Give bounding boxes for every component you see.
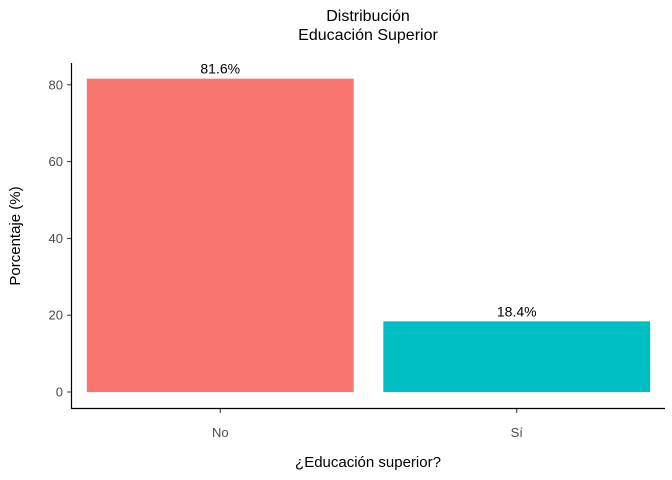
bars-group [86,78,651,393]
y-tick-label: 0 [56,385,63,400]
chart-title-line-1: Distribución [326,8,410,25]
data-labels-group: 81.6% 18.4% [200,61,536,320]
chart-title-line-2: Educación Superior [298,27,438,44]
y-tick-label: 60 [49,154,63,169]
bar-no [86,78,354,393]
y-tick-label: 20 [49,308,63,323]
data-label-no: 81.6% [200,61,240,77]
y-tick-label: 40 [49,231,63,246]
x-axis-label: ¿Educación superior? [295,454,441,471]
y-axis-ticks: 0 20 40 60 80 [49,77,71,400]
bar-si [383,321,651,392]
x-tick-label: Sí [511,425,524,440]
x-axis-ticks: No Sí [212,409,523,440]
x-tick-label: No [212,425,229,440]
y-tick-label: 80 [49,77,63,92]
y-axis-label: Porcentaje (%) [7,186,24,285]
data-label-si: 18.4% [497,303,537,319]
